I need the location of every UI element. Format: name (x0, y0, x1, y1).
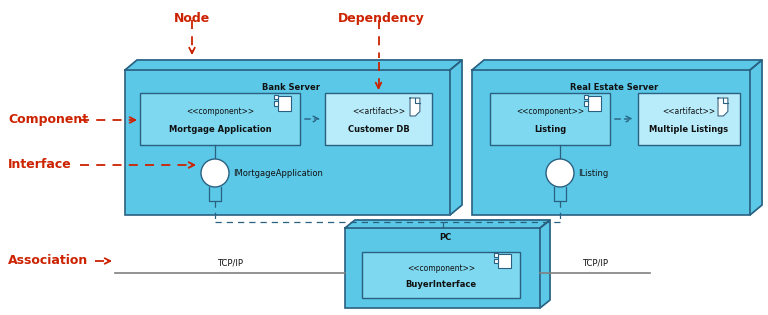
Polygon shape (718, 98, 728, 116)
Bar (125, 70, 450, 215)
Text: <<component>>: <<component>> (407, 264, 475, 272)
Text: <<component>>: <<component>> (186, 107, 254, 116)
Bar (490, 93, 610, 145)
Bar (638, 93, 740, 145)
Polygon shape (750, 60, 762, 215)
Text: Component: Component (8, 113, 88, 127)
Text: Association: Association (8, 255, 88, 267)
Bar (472, 70, 750, 215)
Bar (278, 96, 290, 111)
Bar (498, 254, 511, 268)
Text: Node: Node (174, 12, 210, 25)
Polygon shape (345, 220, 550, 228)
Text: Interface: Interface (8, 158, 71, 171)
Text: Mortgage Application: Mortgage Application (169, 125, 271, 134)
Text: TCP/IP: TCP/IP (582, 258, 608, 267)
Bar (362, 252, 520, 298)
Bar (345, 228, 540, 308)
Bar (584, 95, 588, 99)
Bar (494, 253, 498, 257)
Text: <<component>>: <<component>> (516, 107, 584, 116)
Text: Listing: Listing (534, 125, 566, 134)
Text: Bank Server: Bank Server (262, 83, 320, 92)
Circle shape (201, 159, 229, 187)
Bar (325, 93, 432, 145)
Polygon shape (472, 60, 762, 70)
Text: <<artifact>>: <<artifact>> (663, 107, 716, 116)
Circle shape (546, 159, 574, 187)
Text: <<artifact>>: <<artifact>> (352, 107, 405, 116)
Bar (494, 259, 498, 263)
Text: BuyerInterface: BuyerInterface (406, 280, 477, 289)
Bar (584, 101, 588, 106)
Text: TCP/IP: TCP/IP (217, 258, 243, 267)
Polygon shape (125, 60, 462, 70)
Polygon shape (450, 60, 462, 215)
Text: Real Estate Server: Real Estate Server (571, 83, 659, 92)
Text: Customer DB: Customer DB (348, 125, 409, 134)
Bar (588, 96, 601, 111)
Text: IListing: IListing (578, 169, 608, 177)
Text: IMortgageApplication: IMortgageApplication (233, 169, 323, 177)
Text: Dependency: Dependency (338, 12, 425, 25)
Polygon shape (410, 98, 420, 116)
Bar (140, 93, 300, 145)
Bar (273, 95, 279, 99)
Bar (273, 101, 279, 106)
Text: Multiple Listings: Multiple Listings (650, 125, 729, 134)
Polygon shape (540, 220, 550, 308)
Text: PC: PC (439, 233, 452, 242)
